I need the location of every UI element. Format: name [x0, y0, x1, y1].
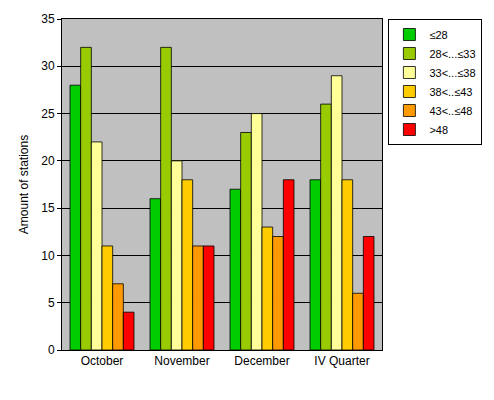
svg-text:20: 20: [41, 154, 55, 168]
svg-text:25: 25: [41, 107, 55, 121]
svg-text:Amount of stations: Amount of stations: [17, 135, 31, 234]
svg-text:35: 35: [41, 12, 55, 26]
svg-text:≤28: ≤28: [429, 29, 447, 41]
svg-text:November: November: [154, 354, 209, 368]
svg-text:>48: >48: [429, 124, 448, 136]
svg-text:15: 15: [41, 201, 55, 215]
svg-text:43<..≤48: 43<..≤48: [429, 105, 472, 117]
svg-text:30: 30: [41, 59, 55, 73]
svg-text:October: October: [81, 354, 124, 368]
svg-text:IV Quarter: IV Quarter: [314, 354, 369, 368]
svg-text:0: 0: [48, 343, 55, 357]
svg-text:December: December: [234, 354, 289, 368]
svg-text:5: 5: [48, 296, 55, 310]
svg-text:33<...≤38: 33<...≤38: [429, 67, 475, 79]
svg-text:10: 10: [41, 249, 55, 263]
svg-text:28<...≤33: 28<...≤33: [429, 48, 475, 60]
svg-text:38<..≤43: 38<..≤43: [429, 86, 472, 98]
